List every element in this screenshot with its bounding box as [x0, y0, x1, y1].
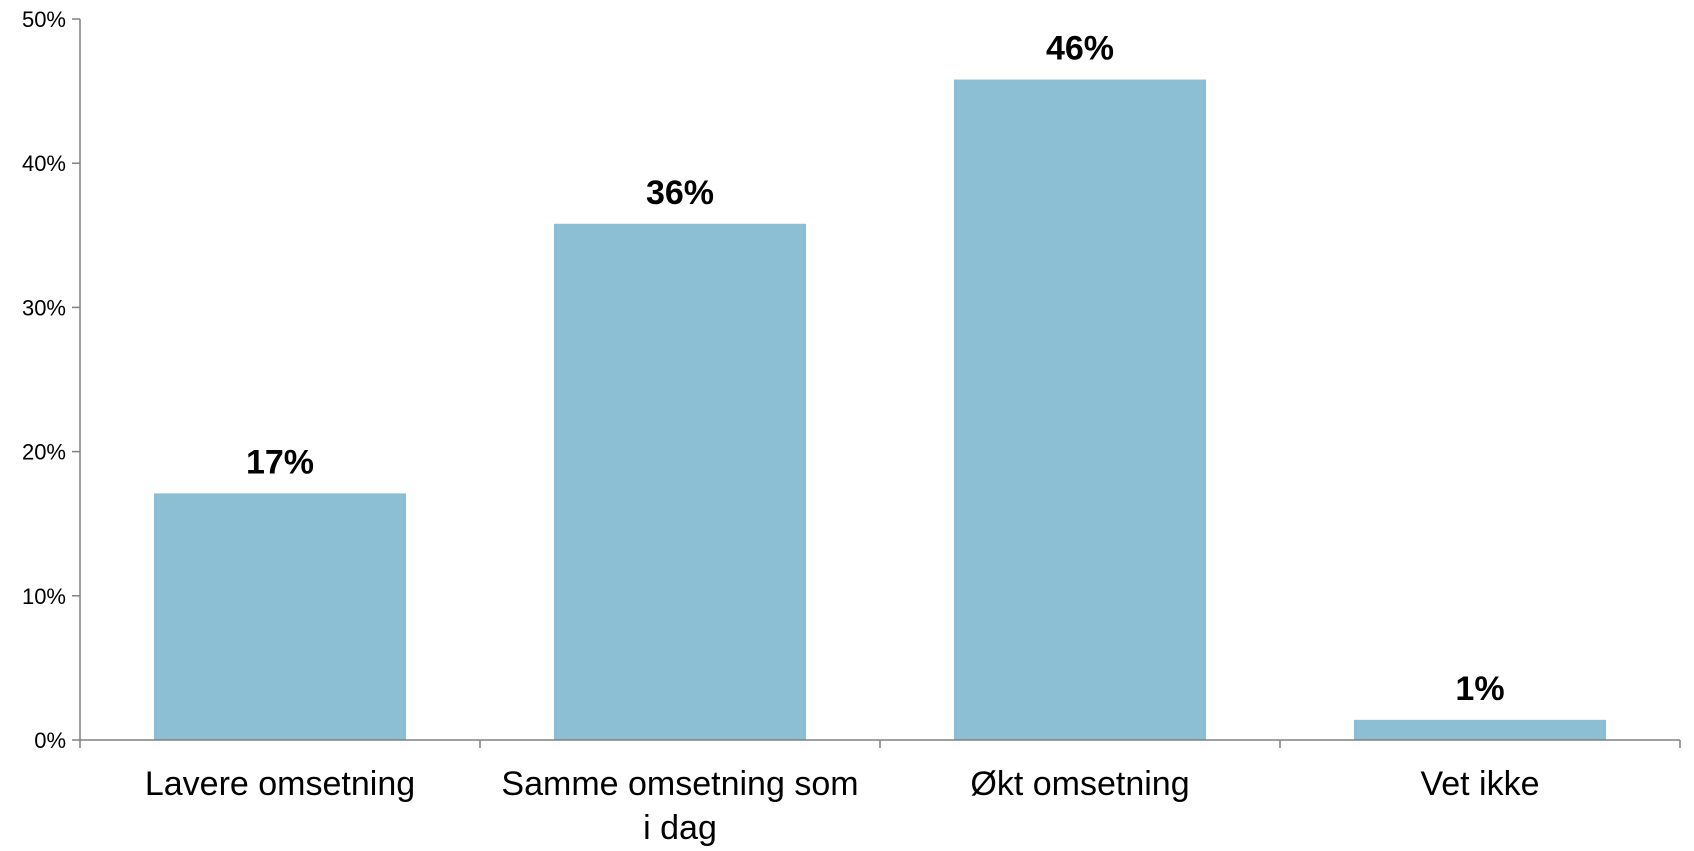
x-ticks	[79, 740, 1681, 748]
bars-layer	[154, 79, 1606, 740]
category-label: Økt omsetning	[970, 765, 1189, 803]
bar	[1354, 719, 1606, 740]
category-label-line: Lavere omsetning	[145, 765, 415, 803]
category-label-line: Økt omsetning	[970, 765, 1189, 803]
y-ticks: 0% 10% 20% 30% 40% 50%	[22, 7, 80, 753]
y-tick-label: 40%	[22, 151, 66, 176]
category-label-line: Vet ikke	[1420, 765, 1539, 803]
bar	[554, 223, 806, 740]
category-label: Samme omsetning som i dag	[501, 765, 858, 846]
category-labels: Lavere omsetning Samme omsetning som i dag…	[145, 765, 1540, 847]
y-tick-label: 30%	[22, 295, 66, 320]
category-label: Vet ikke	[1420, 765, 1539, 803]
data-labels: 17% 36% 46% 1%	[246, 30, 1505, 708]
y-tick-label: 50%	[22, 7, 66, 32]
y-tick-label: 10%	[22, 584, 66, 609]
category-label-line: Samme omsetning som	[501, 765, 858, 803]
category-label: Lavere omsetning	[145, 765, 415, 803]
y-tick-label: 0%	[34, 728, 66, 753]
bar	[154, 493, 406, 740]
data-label: 36%	[646, 174, 714, 212]
data-label: 1%	[1455, 670, 1504, 708]
y-tick-label: 20%	[22, 440, 66, 465]
data-label: 46%	[1046, 30, 1114, 68]
bar	[954, 79, 1206, 740]
data-label: 17%	[246, 443, 314, 481]
category-label-line: i dag	[643, 809, 717, 846]
